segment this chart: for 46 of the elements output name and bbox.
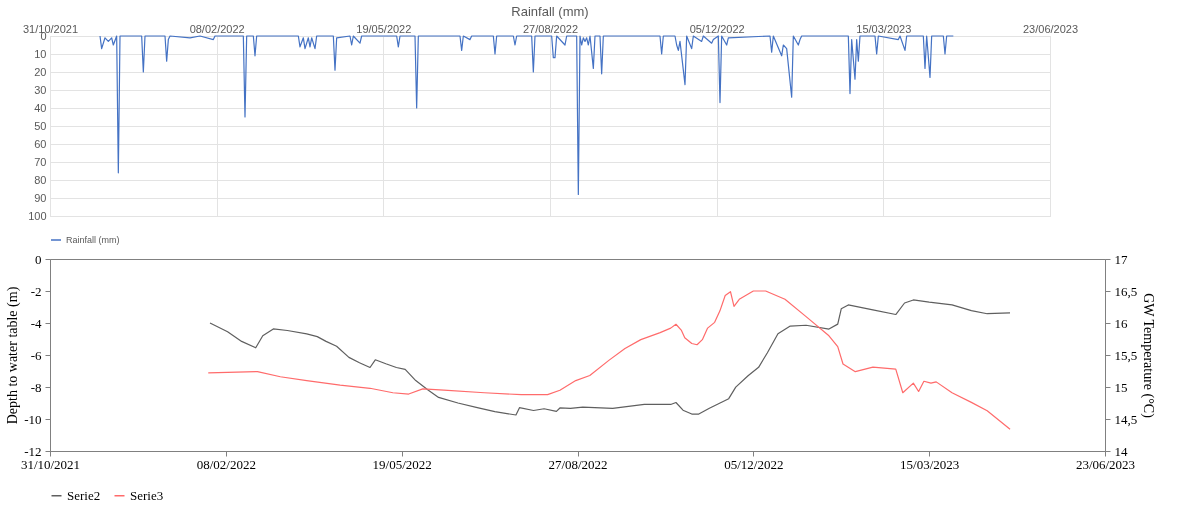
line-series [207,290,1011,430]
legend-label: Rainfall (mm) [66,235,120,245]
y-tick-label: 80 [34,173,47,186]
y2-tick-label: 14,5 [1114,411,1138,427]
y2-tick-label: 16 [1114,315,1128,331]
x-tick-label: 19/05/2022 [356,22,412,35]
y-tick-label: 100 [28,209,47,222]
legend-label: Serie2 [67,487,101,503]
y-tick-label: 0 [35,251,42,267]
y2-tick-label: 15 [1114,379,1128,395]
y-tick-label: -2 [30,283,42,299]
y-tick-label: -10 [24,411,42,427]
y-tick-label: 40 [34,101,47,114]
x-tick-label: 27/08/2022 [522,22,579,35]
y2-tick-label: 14 [1114,443,1128,459]
y-tick-label: 20 [34,65,47,78]
y-tick-label: 30 [34,83,47,96]
y-axis-title: Depth to water table (m) [5,286,22,425]
y-tick-label: -8 [30,379,42,395]
x-tick-label: 08/02/2022 [189,22,245,35]
x-tick-label: 23/06/2023 [1022,22,1079,35]
y-tick-label: -6 [30,347,42,363]
x-tick-label: 19/05/2022 [372,456,432,472]
y-tick-label: 90 [34,191,47,204]
line-series [99,35,954,195]
line-series [209,299,1011,416]
x-tick-label: 27/08/2022 [548,456,608,472]
y-tick-label: 70 [34,155,47,168]
legend-label: Serie3 [130,487,164,503]
y2-axis-title: GW Temperature (°C) [1140,293,1157,419]
y2-tick-label: 16,5 [1114,283,1138,299]
x-tick-label: 15/03/2023 [856,22,912,35]
x-tick-label: 05/12/2022 [724,456,784,472]
x-tick-label: 23/06/2023 [1075,456,1136,472]
y-tick-label: 50 [34,119,47,132]
y-tick-label: 60 [34,137,47,150]
y2-tick-label: 15,5 [1114,347,1138,363]
y-tick-label: -4 [30,315,42,331]
x-tick-label: 31/10/2021 [20,456,81,472]
y2-tick-label: 17 [1114,251,1128,267]
chart-title: Rainfall (mm) [511,4,589,19]
x-tick-label: 08/02/2022 [196,456,256,472]
x-tick-label: 15/03/2023 [900,456,960,472]
y-tick-label: 10 [34,47,47,60]
x-tick-label: 05/12/2022 [689,22,745,35]
y-tick-label: -12 [24,443,42,459]
